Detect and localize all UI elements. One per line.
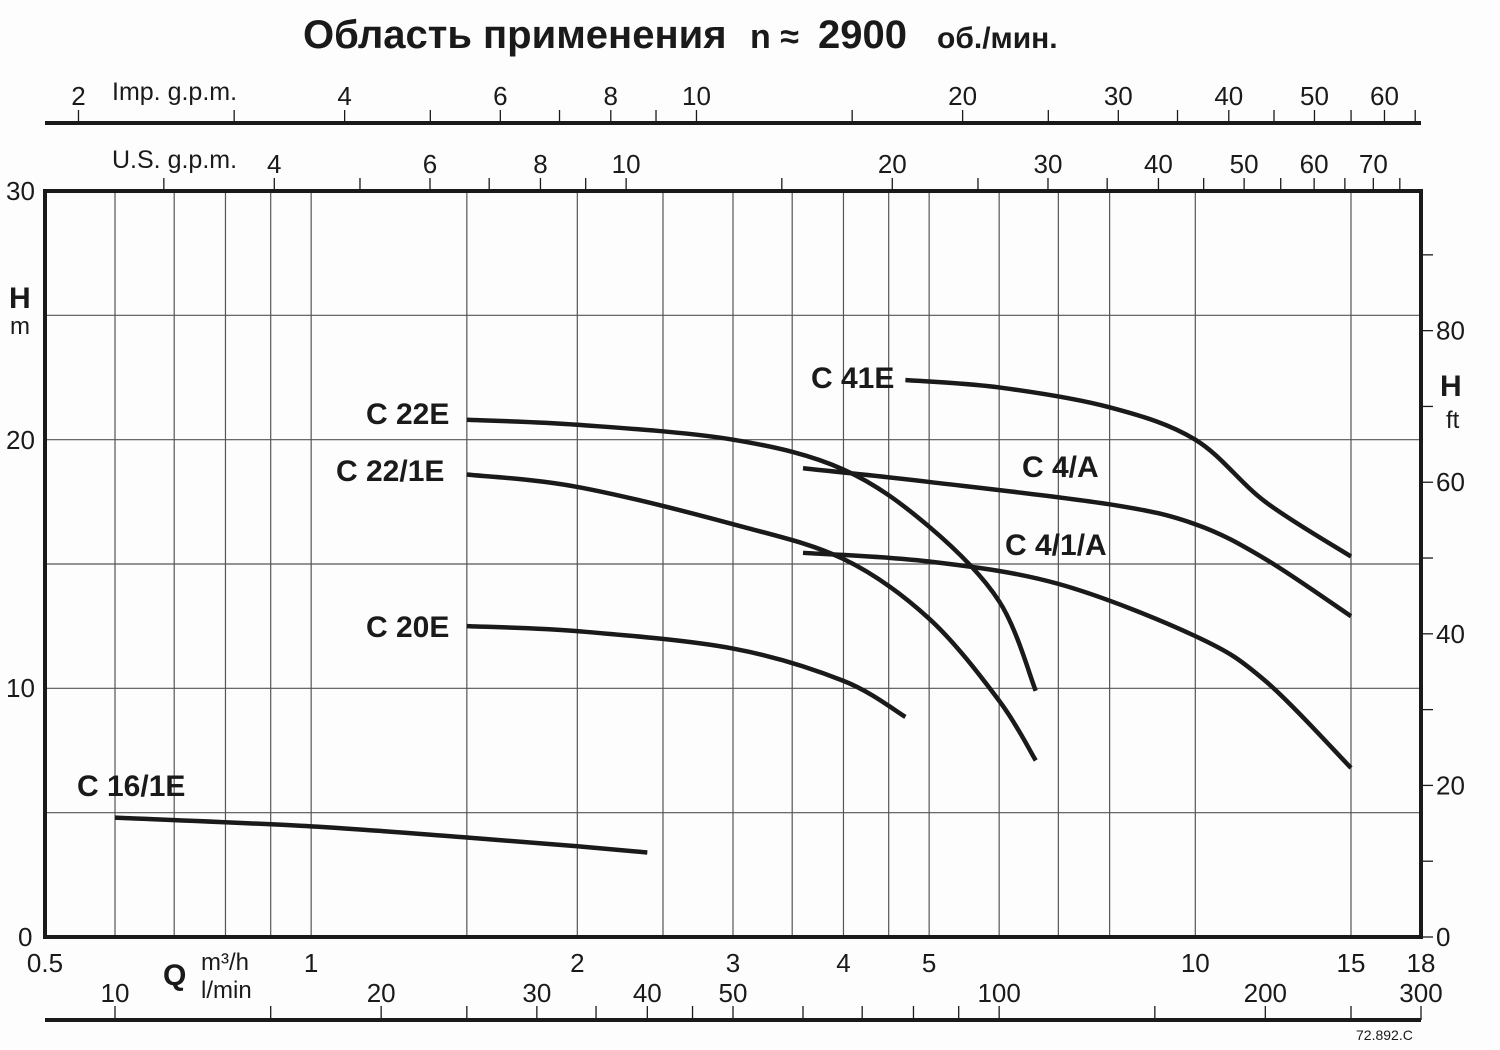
imp-gpm-tick: 2	[71, 81, 85, 111]
right-h-tick: 60	[1436, 467, 1465, 497]
q-lmin-tick: 40	[633, 978, 662, 1008]
us-gpm-axis: 4 6 8 10 20 30 40 50 60 70 U.S. g.p.m.	[112, 146, 1401, 191]
curve-c-4-1-a	[802, 550, 1353, 770]
q-m3h-axis: 0.5 1 2 3 4 5 10 15 18 Q m³/h l/min	[27, 948, 1436, 1004]
imp-gpm-tick: 8	[604, 81, 618, 111]
q-m3h-tick: 2	[570, 948, 584, 978]
right-h-tick: 0	[1436, 922, 1450, 952]
us-gpm-label: U.S. g.p.m.	[112, 146, 237, 174]
speed-value: 2900	[818, 13, 907, 57]
svg-text:30: 30	[6, 176, 35, 206]
speed-prefix: n ≈	[750, 18, 799, 56]
imp-gpm-tick: 6	[493, 81, 507, 111]
us-gpm-tick: 10	[612, 149, 641, 179]
svg-text:10: 10	[6, 673, 35, 703]
left-h-axis: 30 20 10 0 H m	[6, 176, 35, 952]
us-gpm-tick: 50	[1230, 149, 1259, 179]
q-m3h-tick: 3	[726, 948, 740, 978]
q-m3h-unit: m³/h	[201, 949, 249, 976]
right-h-tick: 80	[1436, 316, 1465, 346]
q-lmin-unit: l/min	[201, 977, 252, 1004]
q-symbol: Q	[163, 959, 186, 992]
imp-gpm-tick: 4	[337, 81, 351, 111]
curve-c-41e	[905, 377, 1353, 559]
imp-gpm-tick: 40	[1214, 81, 1243, 111]
curve-label: C 22/1E	[336, 455, 444, 488]
us-gpm-tick: 30	[1034, 149, 1063, 179]
q-lmin-tick: 300	[1399, 978, 1442, 1008]
q-lmin-tick: 200	[1244, 978, 1287, 1008]
q-m3h-tick: 4	[836, 948, 850, 978]
q-lmin-tick: 30	[522, 978, 551, 1008]
us-gpm-tick: 20	[878, 149, 907, 179]
left-h-unit: m	[10, 313, 30, 340]
imp-gpm-tick: 10	[682, 81, 711, 111]
curve-c-22e	[466, 417, 1038, 692]
us-gpm-tick: 8	[533, 149, 547, 179]
imp-gpm-tick: 60	[1370, 81, 1399, 111]
q-m3h-tick: 10	[1181, 948, 1210, 978]
q-lmin-tick: 50	[719, 978, 748, 1008]
q-lmin-axis: 10 20 30 40 50 100 200 300	[45, 978, 1443, 1022]
us-gpm-tick: 40	[1144, 149, 1173, 179]
imp-gpm-tick: 30	[1104, 81, 1133, 111]
q-m3h-tick: 0.5	[27, 948, 63, 978]
figure-code: 72.892.C	[1356, 1027, 1413, 1043]
curve-label: C 4/A	[1022, 451, 1099, 484]
svg-text:20: 20	[6, 425, 35, 455]
right-h-ft-axis: H ft 0 20 40 60 80	[1421, 254, 1465, 952]
curve-label: C 4/1/A	[1005, 529, 1107, 562]
q-lmin-tick: 20	[367, 978, 396, 1008]
right-h-unit: ft	[1446, 407, 1460, 434]
imp-gpm-label: Imp. g.p.m.	[112, 78, 237, 106]
imp-gpm-tick: 20	[948, 81, 977, 111]
curve-c-22-1e	[466, 472, 1038, 762]
right-h-tick: 20	[1436, 770, 1465, 800]
pump-curves	[114, 377, 1353, 855]
q-m3h-tick: 5	[922, 948, 936, 978]
svg-text:0: 0	[18, 922, 32, 952]
q-m3h-tick: 18	[1407, 948, 1436, 978]
plot-frame	[43, 189, 1423, 939]
curve-label: C 20E	[366, 611, 449, 644]
curve-label: C 16/1E	[77, 770, 185, 803]
q-lmin-tick: 10	[101, 978, 130, 1008]
us-gpm-tick: 70	[1359, 149, 1388, 179]
us-gpm-tick: 60	[1300, 149, 1329, 179]
curve-c-16-1e	[114, 815, 648, 855]
speed-unit: об./мин.	[937, 22, 1058, 55]
right-h-symbol: H	[1440, 370, 1462, 403]
curve-label: C 41E	[811, 362, 894, 395]
q-lmin-tick: 100	[977, 978, 1020, 1008]
q-m3h-tick: 1	[304, 948, 318, 978]
grid	[45, 191, 1421, 937]
right-h-tick: 40	[1436, 619, 1465, 649]
imp-gpm-tick: 50	[1300, 81, 1329, 111]
us-gpm-tick: 4	[267, 149, 281, 179]
left-h-symbol: H	[9, 282, 31, 315]
curve-label: C 22E	[366, 398, 449, 431]
curve-c-4-a	[802, 466, 1353, 619]
curve-c-20e	[466, 623, 907, 719]
q-m3h-tick: 15	[1337, 948, 1366, 978]
chart-title: Область применения	[303, 13, 727, 57]
imp-gpm-axis: 2 4 6 8 10 20 30 40 50 60 Imp. g.p.m.	[45, 78, 1421, 125]
us-gpm-tick: 6	[423, 149, 437, 179]
